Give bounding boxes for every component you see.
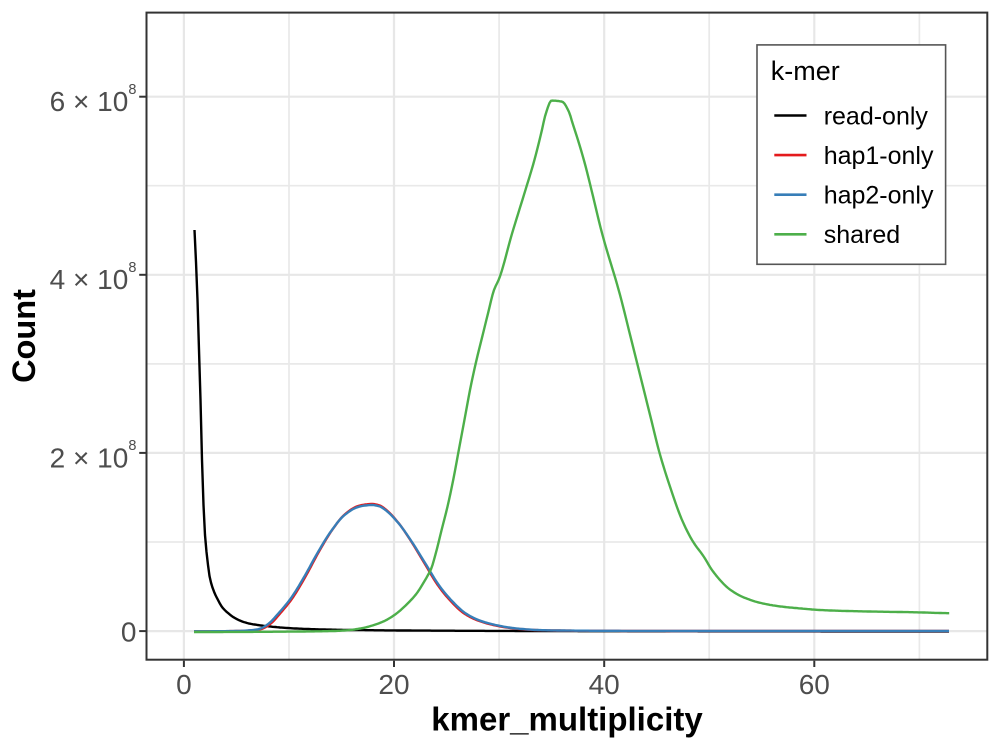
svg-text:kmer_multiplicity: kmer_multiplicity (431, 701, 703, 738)
svg-text:Count: Count (6, 289, 42, 383)
svg-text:20: 20 (378, 669, 409, 700)
svg-text:hap2-only: hap2-only (824, 182, 934, 210)
svg-text:hap1-only: hap1-only (824, 142, 934, 170)
svg-text:40: 40 (589, 669, 620, 700)
svg-text:0: 0 (176, 669, 192, 700)
svg-text:k-mer: k-mer (771, 56, 840, 86)
svg-text:4 × 108: 4 × 108 (50, 260, 137, 295)
svg-text:2 × 108: 2 × 108 (50, 438, 137, 473)
svg-text:60: 60 (799, 669, 830, 700)
svg-text:0: 0 (121, 616, 137, 647)
svg-text:read-only: read-only (824, 102, 929, 130)
svg-text:6 × 108: 6 × 108 (50, 82, 137, 117)
svg-text:shared: shared (824, 221, 900, 249)
